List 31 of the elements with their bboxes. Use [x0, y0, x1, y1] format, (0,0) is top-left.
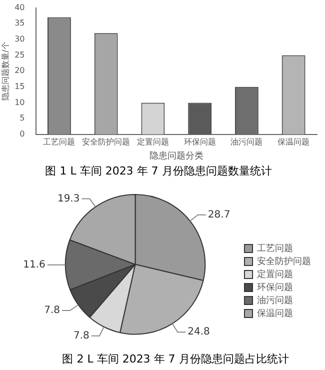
data-label: 7.8 [44, 305, 60, 316]
data-label: 7.8 [74, 330, 90, 342]
data-label: 24.8 [188, 326, 210, 338]
y-tick-label: 15 [14, 82, 25, 92]
y-tick-label: 10 [14, 98, 25, 107]
x-axis-title: 隐患问题分类 [149, 150, 204, 162]
y-tick-label: 0 [20, 129, 25, 138]
legend-label: 油污问题 [257, 294, 293, 306]
x-tick-label: 安全防护问题 [82, 137, 130, 146]
x-tick-label: 环保问题 [184, 137, 216, 146]
x-tick-label: 定置问题 [136, 137, 169, 146]
y-tick-label: 5 [20, 114, 25, 123]
y-tick-label: 35 [14, 18, 25, 28]
legend-label: 工艺问题 [257, 242, 293, 254]
y-tick-label: 40 [14, 2, 25, 12]
y-tick-label: 25 [14, 50, 25, 60]
legend-label: 环保问题 [257, 282, 293, 293]
x-tick-label: 油污问题 [230, 137, 263, 146]
x-tick-label: 保温问题 [278, 137, 310, 146]
y-tick-label: 20 [14, 66, 25, 76]
x-tick-label: 工艺问题 [43, 137, 76, 146]
y-tick-label: 30 [14, 34, 25, 44]
legend-label: 定置问题 [257, 268, 293, 280]
text: 图 1 L 车间 2023 年 7 月份隐患问题数量统计 [45, 164, 272, 178]
data-label: 19.3 [57, 193, 80, 204]
data-label: 11.6 [23, 259, 46, 270]
data-label: 28.7 [208, 209, 230, 220]
y-axis-title: 隐患问题数量/个 [0, 42, 10, 100]
legend-label: 安全防护问题 [257, 256, 311, 267]
text: 图 2 L 车间 2023 年 7 月份隐患问题占比统计 [62, 352, 289, 366]
legend-label: 保温问题 [257, 308, 293, 319]
